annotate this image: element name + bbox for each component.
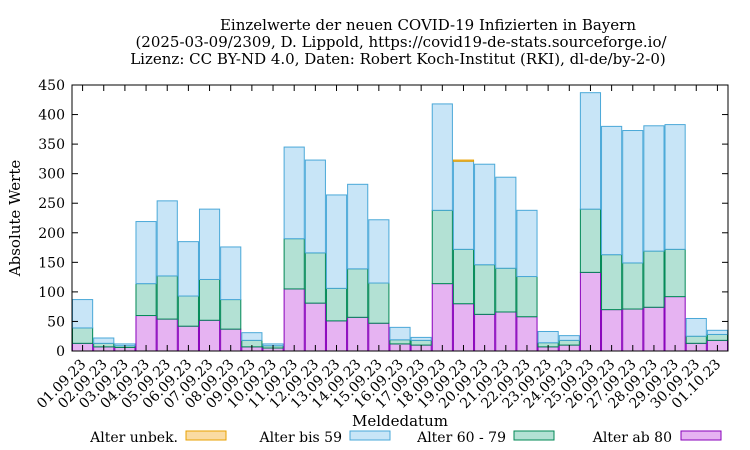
bar-segment xyxy=(516,209,538,278)
bar-segment xyxy=(664,124,686,250)
bar-segment xyxy=(304,252,326,304)
bar-segment xyxy=(325,194,348,289)
bar-segment xyxy=(622,262,644,310)
bar-segment xyxy=(72,327,94,344)
legend-label: Alter ab 80 xyxy=(592,430,672,446)
bar-segment xyxy=(622,308,644,352)
bar-segment xyxy=(135,283,157,317)
y-tick-label: 300 xyxy=(38,167,65,183)
bar-segment xyxy=(474,264,496,315)
bar-segment xyxy=(601,254,623,311)
bar-segment xyxy=(410,339,432,346)
legend-swatch xyxy=(513,430,555,441)
bar-segment xyxy=(410,336,432,341)
bar-segment xyxy=(368,219,390,284)
bar-segment xyxy=(643,250,665,308)
bar-segment xyxy=(241,332,263,341)
bar-segment xyxy=(706,329,729,335)
license-line: Lizenz: CC BY-ND 4.0, Daten: Robert Koch… xyxy=(130,50,666,68)
bar-segment xyxy=(304,302,326,352)
bar-segment xyxy=(706,333,729,341)
bar-segment xyxy=(664,296,686,352)
bar-segment xyxy=(389,326,411,341)
bar-segment xyxy=(72,299,94,329)
legend-swatch xyxy=(680,430,722,441)
y-axis-title: Absolute Werte xyxy=(6,160,24,278)
bar-segment xyxy=(347,268,369,318)
legend-swatch xyxy=(349,430,391,441)
bar-segment xyxy=(198,278,221,321)
bar-segment xyxy=(643,306,665,352)
bar-segment xyxy=(601,125,623,256)
y-tick-label: 0 xyxy=(56,344,65,360)
y-axis: 0 50 100 150 200 250 300 350 400 450 xyxy=(38,78,728,360)
bar-segment xyxy=(283,146,305,240)
bar-segment xyxy=(431,209,453,285)
bar-segment xyxy=(220,299,242,330)
bar-segment xyxy=(685,335,707,344)
bar-segment xyxy=(579,271,602,352)
bar-segment xyxy=(389,339,411,345)
bar-segment xyxy=(474,163,496,266)
bar-segment xyxy=(220,246,242,301)
bar-segment xyxy=(622,130,644,264)
bar-segment xyxy=(452,160,475,250)
bar-segment xyxy=(537,330,559,344)
bar-segment xyxy=(431,283,453,352)
y-tick-label: 250 xyxy=(38,196,65,212)
bar-segment xyxy=(452,303,475,352)
bar-segment xyxy=(304,159,326,254)
y-tick-label: 150 xyxy=(38,255,65,271)
bar-segment xyxy=(643,125,665,252)
title-line: Einzelwerte der neuen COVID-19 Infiziert… xyxy=(220,16,636,34)
bar-segment xyxy=(198,208,221,280)
x-axis-title: Meldedatum xyxy=(352,412,448,430)
bar-segment xyxy=(685,317,707,337)
bar-segment xyxy=(495,176,517,269)
bar-segment xyxy=(347,183,369,270)
legend-label: Alter unbek. xyxy=(89,430,178,446)
legend-swatch xyxy=(185,430,227,441)
bar-segment xyxy=(368,282,390,324)
bar-segment xyxy=(516,276,538,318)
chart-title: Einzelwerte der neuen COVID-19 Infiziert… xyxy=(130,16,667,68)
y-tick-label: 200 xyxy=(38,226,65,242)
bar-segment xyxy=(93,337,115,344)
bar-segment xyxy=(177,241,199,297)
bar-segment xyxy=(283,288,305,352)
bar-segment xyxy=(156,275,178,320)
subtitle-line: (2025-03-09/2309, D. Lippold, https://co… xyxy=(135,33,667,51)
bar-segment xyxy=(452,248,475,305)
bar-segment xyxy=(452,159,475,162)
bar-segment xyxy=(135,221,157,285)
bar-segment xyxy=(579,92,602,210)
bar-segment xyxy=(325,287,348,322)
y-tick-label: 450 xyxy=(38,78,65,94)
bar-segment xyxy=(664,248,686,298)
bar-segment xyxy=(177,295,199,327)
y-tick-label: 400 xyxy=(38,108,65,124)
bar-segment xyxy=(558,335,580,341)
bar-segment xyxy=(431,103,453,211)
bar-segment xyxy=(156,200,178,277)
bars-layer xyxy=(72,92,729,352)
bar-segment xyxy=(558,339,580,346)
bar-segment xyxy=(283,238,305,290)
x-axis: 01.09.2302.09.2303.09.2304.09.2305.09.23… xyxy=(34,85,724,412)
bar-segment xyxy=(495,267,517,313)
legend-label: Alter bis 59 xyxy=(258,430,342,446)
legend-label: Alter 60 - 79 xyxy=(416,430,506,446)
bar-segment xyxy=(579,208,602,273)
y-tick-label: 350 xyxy=(38,137,65,153)
y-tick-label: 100 xyxy=(38,285,65,301)
y-tick-label: 50 xyxy=(47,314,65,330)
legend: Alter unbek. Alter bis 59 Alter 60 - 79 Alt… xyxy=(89,430,722,446)
bar-segment xyxy=(601,309,623,352)
